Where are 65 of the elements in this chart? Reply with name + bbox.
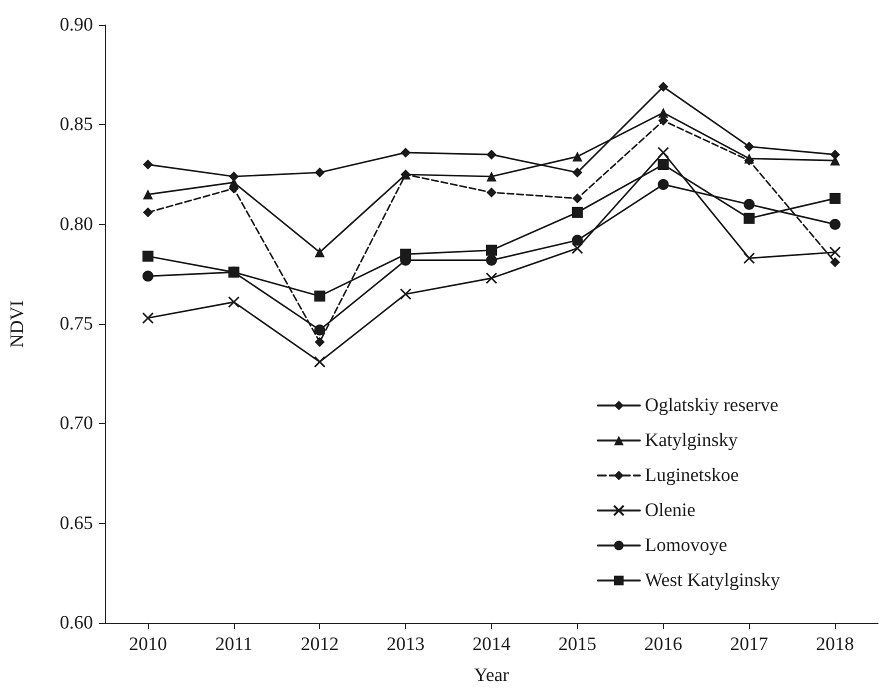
point <box>486 272 498 284</box>
point <box>142 189 153 200</box>
y-tick-label: 0.85 <box>60 114 93 136</box>
y-tick-label: 0.65 <box>60 512 93 534</box>
point <box>572 168 582 178</box>
point <box>314 247 325 258</box>
point <box>658 159 669 170</box>
point <box>572 234 583 246</box>
x-tick-label: 2012 <box>300 634 339 655</box>
point <box>142 160 153 170</box>
point <box>743 252 755 264</box>
legend-label: West Katylginsky <box>644 570 780 591</box>
point <box>658 178 669 190</box>
y-tick-label: 0.90 <box>60 14 93 36</box>
point <box>572 242 584 254</box>
point <box>830 192 841 204</box>
legend-label: Oglatskiy reserve <box>644 395 778 416</box>
x-tick-label: 2010 <box>128 634 167 655</box>
point <box>486 187 496 198</box>
legend-label: Katylginsky <box>644 430 738 451</box>
point <box>142 312 154 324</box>
point <box>744 212 755 224</box>
point <box>228 296 240 308</box>
point <box>314 356 326 368</box>
point <box>314 290 326 302</box>
legend-label: Luginetskoe <box>644 465 739 486</box>
point <box>142 207 153 218</box>
y-axis-title: NDVI <box>7 300 28 348</box>
point <box>572 193 582 204</box>
point <box>829 246 841 258</box>
point <box>142 270 154 282</box>
point <box>400 288 412 300</box>
x-tick-label: 2014 <box>472 634 511 655</box>
legend-label: Lomovoye <box>644 535 728 556</box>
point <box>314 336 325 347</box>
point <box>486 171 496 182</box>
point <box>400 248 412 260</box>
x-tick-label: 2017 <box>730 634 768 655</box>
x-tick-label: 2013 <box>386 634 425 655</box>
point <box>486 244 497 256</box>
point <box>658 82 668 92</box>
point <box>314 324 326 336</box>
point <box>744 142 754 152</box>
x-tick-label: 2015 <box>558 634 596 655</box>
x-tick-label: 2018 <box>816 634 854 655</box>
legend-label: Olenie <box>644 500 696 521</box>
point <box>830 257 840 268</box>
point <box>486 254 497 266</box>
y-tick-label: 0.60 <box>60 612 93 634</box>
point <box>744 198 755 210</box>
point <box>572 152 582 162</box>
point <box>657 146 670 158</box>
x-axis-title: Year <box>474 665 510 686</box>
point <box>228 266 240 278</box>
y-tick-label: 0.75 <box>60 314 93 334</box>
x-tick-label: 2011 <box>215 634 252 655</box>
point <box>142 250 154 262</box>
point <box>572 206 583 218</box>
point <box>830 218 841 230</box>
point <box>400 148 411 158</box>
x-tick-label: 2016 <box>644 634 682 655</box>
point <box>314 168 325 178</box>
y-tick-label: 0.70 <box>60 413 93 434</box>
point <box>486 150 496 160</box>
y-tick-label: 0.80 <box>60 214 93 235</box>
